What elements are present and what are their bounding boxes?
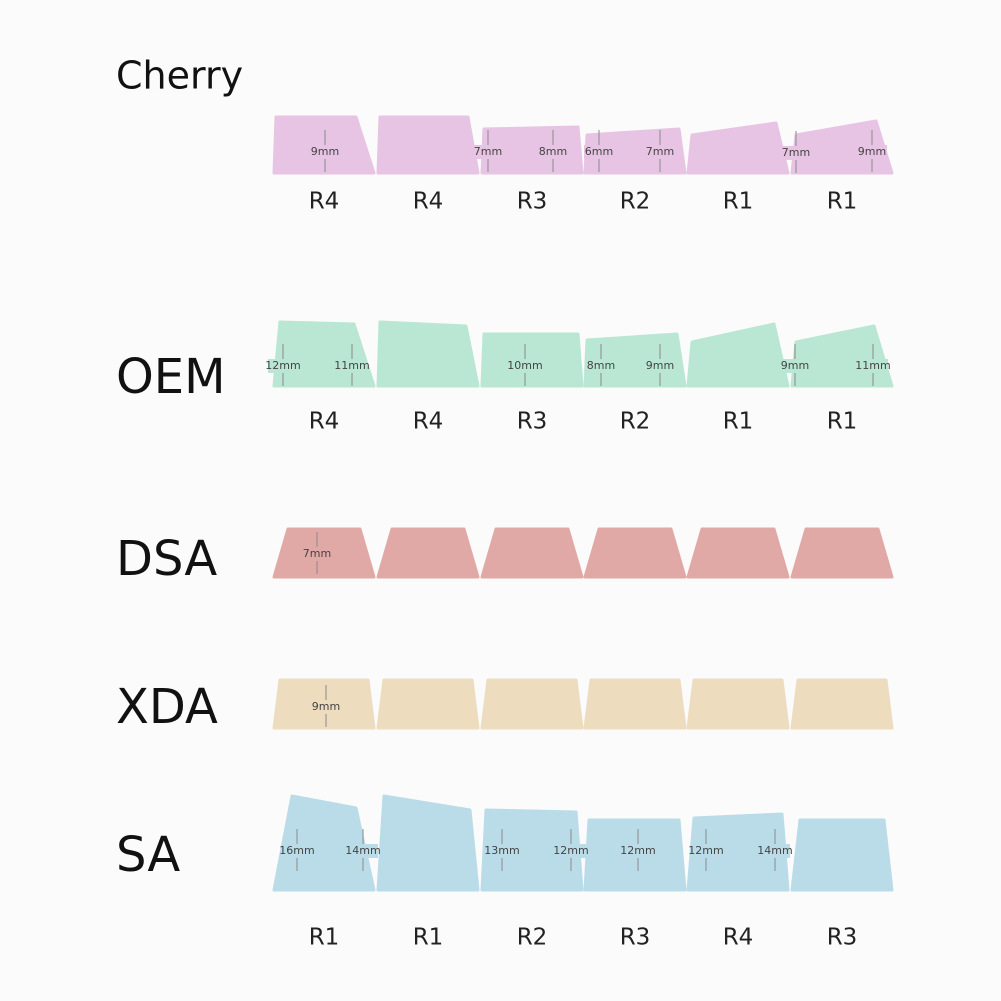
measurement: 12mm [688, 844, 723, 857]
keycap [583, 527, 687, 579]
measure-label-bg [645, 145, 675, 159]
profile-name: XDA [116, 679, 218, 735]
keycap [480, 527, 584, 579]
row-label: R3 [517, 189, 548, 215]
measure-label-bg [268, 359, 298, 373]
measure-label-bg [760, 844, 790, 858]
measure-label-bg [311, 700, 341, 714]
measurement: 13mm [484, 844, 519, 857]
keycap [790, 119, 894, 175]
measurement: 12mm [620, 844, 655, 857]
keycap [376, 115, 480, 175]
measure-label-bg [623, 844, 653, 858]
row-label: R1 [723, 409, 754, 435]
measurement: 7mm [474, 145, 502, 158]
measurement: 7mm [782, 146, 810, 159]
measurement: 6mm [585, 145, 613, 158]
measure-label-bg [310, 145, 340, 159]
row-label: R4 [723, 925, 754, 951]
keycap [272, 320, 376, 388]
keycap [376, 527, 480, 579]
row-label: R1 [723, 189, 754, 215]
keycap [272, 794, 376, 892]
row-label: R4 [309, 409, 340, 435]
measurement: 16mm [279, 844, 314, 857]
measurement: 7mm [646, 145, 674, 158]
measure-label-bg [586, 359, 616, 373]
measure-label-bg [538, 145, 568, 159]
measurement: 8mm [587, 359, 615, 372]
profile-name: OEM [116, 349, 226, 405]
measurement: 10mm [507, 359, 542, 372]
measure-label-bg [858, 359, 888, 373]
measure-label-bg [302, 547, 332, 561]
row-label: R1 [827, 409, 858, 435]
measurement: 8mm [539, 145, 567, 158]
keycap [790, 818, 894, 892]
profile-name: SA [116, 827, 180, 883]
measure-label-bg [857, 145, 887, 159]
keycap [480, 678, 584, 730]
keycap [376, 320, 480, 388]
row-label: R4 [413, 409, 444, 435]
measurement: 9mm [646, 359, 674, 372]
measurement: 9mm [781, 359, 809, 372]
row-label: R3 [620, 925, 651, 951]
measure-label-bg [348, 844, 378, 858]
measurement: 9mm [312, 700, 340, 713]
row-label: R3 [517, 409, 548, 435]
keycap [376, 678, 480, 730]
measure-label-bg [584, 145, 614, 159]
measurement: 14mm [757, 844, 792, 857]
row-label: R4 [309, 189, 340, 215]
keycap [686, 322, 790, 388]
measurement: 11mm [855, 359, 890, 372]
row-label: R2 [517, 925, 548, 951]
keycap [376, 794, 480, 892]
keycap [790, 324, 894, 388]
profile-name: DSA [116, 531, 217, 587]
keycap [790, 678, 894, 730]
measure-label-bg [282, 844, 312, 858]
keycap [583, 678, 687, 730]
measurement: 9mm [311, 145, 339, 158]
keycap [686, 812, 790, 892]
measure-label-bg [337, 359, 367, 373]
measurement: 11mm [334, 359, 369, 372]
measure-label-bg [691, 844, 721, 858]
profile-name: Cherry [116, 54, 243, 98]
keycap [686, 527, 790, 579]
measurement: 14mm [345, 844, 380, 857]
measure-label-bg [645, 359, 675, 373]
row-label: R2 [620, 409, 651, 435]
keycap [686, 678, 790, 730]
measure-label-bg [781, 146, 811, 160]
row-label: R1 [309, 925, 340, 951]
measurement: 12mm [553, 844, 588, 857]
measurement: 7mm [303, 547, 331, 560]
row-label: R1 [413, 925, 444, 951]
row-label: R4 [413, 189, 444, 215]
measure-label-bg [473, 145, 503, 159]
row-label: R1 [827, 189, 858, 215]
measurement: 12mm [265, 359, 300, 372]
keycap [790, 527, 894, 579]
keycap [686, 121, 790, 175]
measure-label-bg [510, 359, 540, 373]
measure-label-bg [487, 844, 517, 858]
measure-label-bg [556, 844, 586, 858]
measurement: 9mm [858, 145, 886, 158]
keycap [480, 808, 584, 892]
measure-label-bg [780, 359, 810, 373]
row-label: R2 [620, 189, 651, 215]
row-label: R3 [827, 925, 858, 951]
